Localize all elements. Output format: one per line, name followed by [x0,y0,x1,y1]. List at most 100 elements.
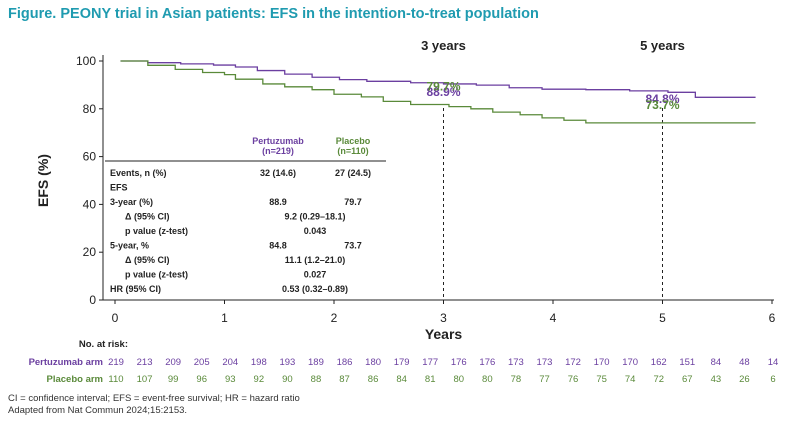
at-risk-value: 189 [308,357,324,368]
table-cell: 73.7 [344,241,362,251]
series-line-placebo [120,60,756,124]
at-risk-value: 87 [339,374,350,385]
at-risk-value: 198 [251,357,267,368]
at-risk-value: 179 [394,357,410,368]
at-risk-value: 78 [511,374,522,385]
table-cell: 9.2 (0.29–18.1) [284,212,345,222]
data-label: 79.7% [426,79,460,93]
at-risk-value: 76 [568,374,579,385]
table-row-label: Events, n (%) [110,168,167,178]
at-risk-value: 205 [194,357,210,368]
table-row-label: p value (z-test) [125,270,188,280]
table-row-label: 3-year (%) [110,197,153,207]
at-risk-value: 173 [537,357,553,368]
at-risk-value: 81 [425,374,436,385]
at-risk-value: 26 [739,374,750,385]
at-risk-value: 84 [396,374,407,385]
at-risk-title: No. at risk: [79,339,128,350]
x-tick-label: 1 [221,311,228,325]
at-risk-value: 80 [482,374,493,385]
at-risk-value: 77 [539,374,550,385]
at-risk-value: 80 [453,374,464,385]
table-cell: 11.1 (1.2–21.0) [285,255,346,265]
table-row-label: HR (95% CI) [110,284,161,294]
data-label: 88.9% [426,85,460,99]
table-cell: 27 (24.5) [335,168,371,178]
table-row-label: Δ (95% CI) [125,255,169,265]
at-risk-value: 177 [422,357,438,368]
marker-label: 3 years [421,38,466,53]
at-risk-value: 193 [279,357,295,368]
table-row-label: Δ (95% CI) [125,212,169,222]
y-tick-label: 20 [83,245,97,259]
table-cell: 0.027 [304,270,327,280]
x-tick-label: 3 [440,311,447,325]
x-tick-label: 5 [659,311,666,325]
at-risk-value: 186 [337,357,353,368]
at-risk-value: 75 [596,374,607,385]
at-risk-value: 92 [254,374,265,385]
table-cell: 79.7 [344,197,362,207]
x-tick-label: 0 [112,311,119,325]
table-cell: 0.53 (0.32–0.89) [282,284,348,294]
survival-curves: 88.9% 84.8% 79.7% 73.7% [120,60,756,124]
at-risk-value: 84 [711,357,722,368]
table-row-label: p value (z-test) [125,226,188,236]
table-header: (n=219) [262,146,294,156]
table-row-label: 5-year, % [110,241,149,251]
at-risk-value: 88 [311,374,322,385]
at-risk-table: No. at risk: Pertuzumab arm 219 213 209 205 20… [29,339,779,385]
source-note: Adapted from Nat Commun 2024;15:2153. [8,405,188,416]
at-risk-value: 172 [565,357,581,368]
at-risk-value: 86 [368,374,379,385]
at-risk-value: 93 [225,374,236,385]
table-header: Placebo [336,136,371,146]
at-risk-value: 176 [451,357,467,368]
at-risk-value: 90 [282,374,293,385]
at-risk-value: 151 [679,357,695,368]
at-risk-value: 162 [651,357,667,368]
at-risk-value: 180 [365,357,381,368]
at-risk-value: 107 [137,374,153,385]
series-line-pertuzumab [120,60,756,98]
chart-title: Figure. PEONY trial in Asian patients: E… [8,6,539,22]
table-row-label: EFS [110,183,128,193]
at-risk-value: 48 [739,357,750,368]
table-cell: 32 (14.6) [260,168,296,178]
y-tick-label: 80 [83,102,97,116]
at-risk-value: 219 [108,357,124,368]
table-header: (n=110) [337,146,368,156]
table-header: Pertuzumab [252,136,304,146]
axes: 0 20 40 60 80 100 0 1 2 3 4 5 6 Years EFS (%) [35,54,776,342]
footnotes: CI = confidence interval; EFS = event-fr… [8,393,300,417]
y-tick-label: 100 [76,54,96,68]
at-risk-value: 204 [222,357,238,368]
at-risk-value: 43 [711,374,722,385]
at-risk-value: 209 [165,357,181,368]
table-cell: 0.043 [304,226,327,236]
y-axis-label: EFS (%) [35,154,51,207]
data-label: 84.8% [645,92,679,106]
at-risk-value: 173 [508,357,524,368]
y-tick-label: 40 [83,197,97,211]
year-markers: 3 years 5 years [421,38,685,300]
table-cell: 88.9 [269,197,287,207]
at-risk-value: 176 [479,357,495,368]
at-risk-value: 96 [196,374,207,385]
marker-label: 5 years [640,38,685,53]
at-risk-value: 213 [137,357,153,368]
at-risk-value: 74 [625,374,636,385]
at-risk-value: 170 [594,357,610,368]
x-axis-label: Years [425,326,463,342]
x-tick-label: 4 [550,311,557,325]
results-table: Pertuzumab(n=219) Placebo(n=110) Events, n… [105,136,386,294]
table-cell: 84.8 [269,241,287,251]
data-label: 73.7% [645,98,679,112]
y-tick-label: 60 [83,150,97,164]
at-risk-value: 14 [768,357,779,368]
x-tick-label: 2 [331,311,338,325]
at-risk-value: 6 [770,374,775,385]
at-risk-row-label: Pertuzumab arm [29,357,103,368]
y-tick-label: 0 [89,293,96,307]
